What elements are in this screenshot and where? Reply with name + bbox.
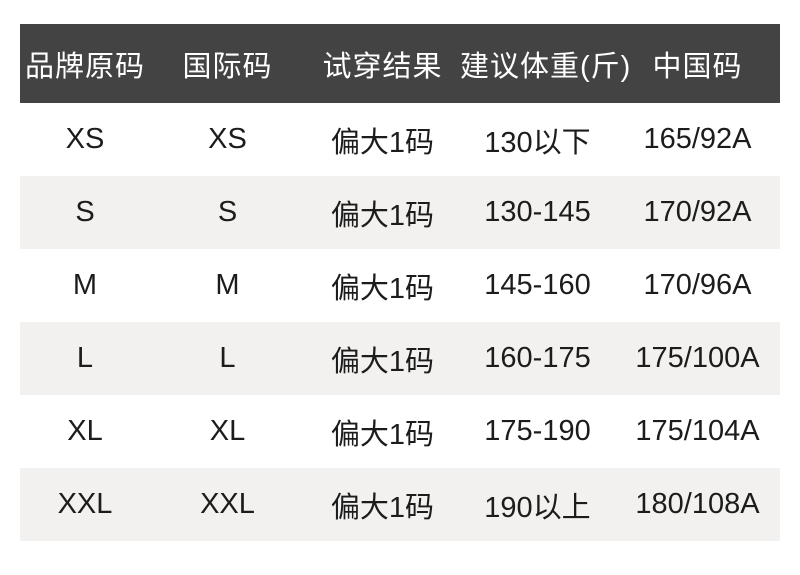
header-cell-1: 国际码 xyxy=(182,50,273,83)
table-cell: 180/108A xyxy=(635,488,760,520)
table-cell: 偏大1码 xyxy=(330,418,435,451)
table-cell: 偏大1码 xyxy=(330,199,435,232)
header-cell-4: 中国码 xyxy=(652,50,743,83)
table-row: S S 偏大1码 130-145 170/92A xyxy=(20,176,780,249)
table-cell: 160-175 xyxy=(484,342,591,374)
table-row: XXL XXL 偏大1码 190以上 180/108A xyxy=(20,468,780,541)
header-cell-2: 试穿结果 xyxy=(322,50,443,83)
table-cell: S xyxy=(75,196,95,228)
table-body: XS XS 偏大1码 130以下 165/92A S S 偏大1码 130-145 170/92A… xyxy=(20,103,780,541)
table-cell: XS xyxy=(65,123,105,155)
table-cell: XXL xyxy=(57,488,113,520)
table-cell: XS xyxy=(208,123,247,155)
table-cell: L xyxy=(76,342,94,374)
size-chart-table: 品牌原码 国际码 试穿结果 建议体重(斤) 中国码 XS XS 偏大1码 130以下 165/9… xyxy=(20,24,780,541)
table-cell: XXL xyxy=(200,488,255,520)
table-cell: XL xyxy=(209,415,246,447)
table-cell: M xyxy=(215,269,240,301)
table-row: XL XL 偏大1码 175-190 175/104A xyxy=(20,395,780,468)
table-cell: 165/92A xyxy=(643,123,752,155)
table-cell: M xyxy=(72,269,98,301)
table-cell: 145-160 xyxy=(484,269,591,301)
table-cell: 190以上 xyxy=(484,491,591,524)
table-cell: XL xyxy=(67,415,103,447)
table-cell: 175/104A xyxy=(635,415,760,447)
table-cell: 130-145 xyxy=(484,196,591,228)
header-cell-3: 建议体重(斤) xyxy=(460,50,632,83)
table-cell: 170/92A xyxy=(643,196,752,228)
table-header-row: 品牌原码 国际码 试穿结果 建议体重(斤) 中国码 xyxy=(20,24,780,103)
table-cell: 偏大1码 xyxy=(330,491,435,524)
table-cell: 偏大1码 xyxy=(330,126,435,159)
header-cell-0: 品牌原码 xyxy=(24,50,145,83)
table-row: M M 偏大1码 145-160 170/96A xyxy=(20,249,780,322)
table-cell: 170/96A xyxy=(643,269,752,301)
table-cell: 偏大1码 xyxy=(330,345,435,378)
table-cell: 175/100A xyxy=(635,342,760,374)
table-row: L L 偏大1码 160-175 175/100A xyxy=(20,322,780,395)
table-cell: 175-190 xyxy=(484,415,591,447)
table-cell: 偏大1码 xyxy=(330,272,435,305)
table-cell: S xyxy=(217,196,238,228)
table-cell: L xyxy=(219,342,236,374)
table-cell: 130以下 xyxy=(484,126,591,159)
table-row: XS XS 偏大1码 130以下 165/92A xyxy=(20,103,780,176)
